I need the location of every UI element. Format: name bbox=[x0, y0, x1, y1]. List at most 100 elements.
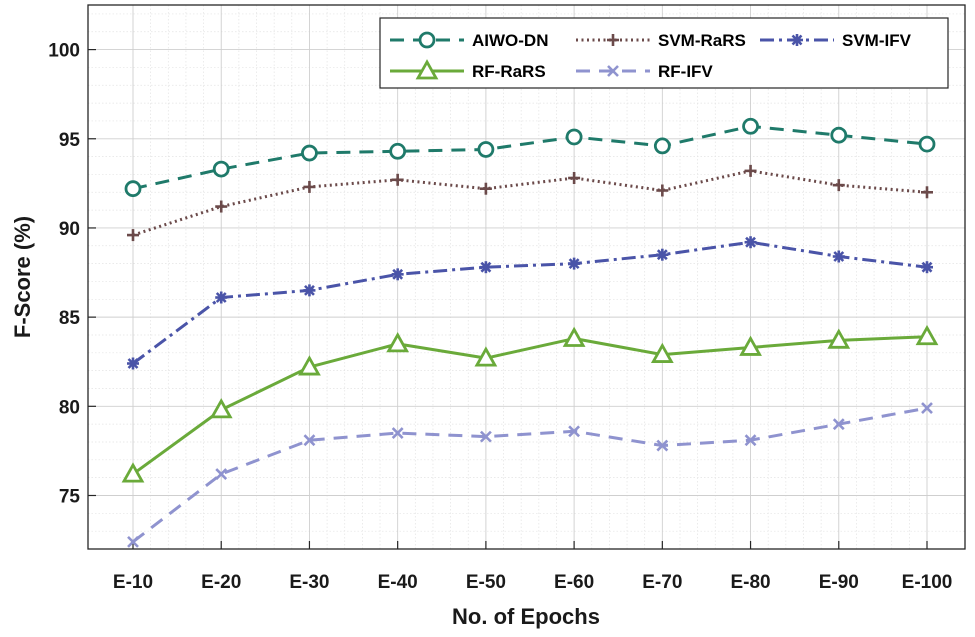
legend-label: RF-RaRS bbox=[472, 62, 546, 81]
data-point-svm-rars bbox=[568, 172, 581, 185]
data-point-svm-ifv bbox=[656, 248, 669, 261]
y-tick-label: 75 bbox=[59, 486, 81, 507]
series-line-svm-rars bbox=[132, 169, 928, 237]
data-point-aiwo-dn bbox=[389, 142, 407, 160]
data-point-rf-ifv bbox=[832, 418, 845, 431]
y-tick-label: 80 bbox=[59, 397, 80, 418]
data-point-rf-ifv bbox=[656, 439, 669, 452]
data-point-svm-rars bbox=[921, 186, 933, 199]
plot-background bbox=[88, 5, 965, 549]
y-tick-label: 90 bbox=[59, 219, 80, 240]
data-point-rf-rars bbox=[562, 326, 586, 347]
series-line-svm-ifv bbox=[132, 240, 928, 365]
data-point-aiwo-dn bbox=[212, 160, 230, 178]
legend-item-rf-rars: RF-RaRS bbox=[390, 59, 546, 81]
series-line-aiwo-dn bbox=[132, 124, 928, 191]
series-lines bbox=[121, 117, 939, 548]
data-point-svm-rars bbox=[479, 182, 492, 195]
data-point-rf-ifv bbox=[921, 402, 933, 415]
y-tick-label: 100 bbox=[48, 41, 80, 62]
y-tick-label: 95 bbox=[59, 130, 81, 151]
y-axis-label: F-Score (%) bbox=[10, 216, 35, 338]
data-point-rf-rars bbox=[650, 342, 674, 363]
legend-marker-aiwo-dn bbox=[418, 31, 436, 49]
x-tick-label: E-80 bbox=[730, 572, 770, 593]
data-point-aiwo-dn bbox=[565, 128, 583, 146]
data-point-rf-rars bbox=[386, 332, 410, 353]
series-rf-ifv bbox=[127, 402, 933, 548]
data-point-rf-ifv bbox=[303, 434, 316, 447]
data-point-svm-rars bbox=[744, 164, 757, 177]
data-point-rf-rars bbox=[209, 398, 233, 419]
data-point-svm-rars bbox=[656, 184, 669, 197]
data-point-svm-ifv bbox=[391, 268, 404, 281]
data-point-rf-ifv bbox=[568, 425, 581, 438]
x-tick-label: E-70 bbox=[642, 572, 682, 593]
x-tick-label: E-40 bbox=[378, 572, 418, 593]
data-point-aiwo-dn bbox=[124, 180, 142, 198]
data-point-rf-rars bbox=[121, 462, 145, 483]
data-point-rf-ifv bbox=[127, 535, 139, 548]
data-point-svm-ifv bbox=[479, 261, 492, 274]
data-point-svm-ifv bbox=[127, 357, 139, 370]
legend-label: SVM-RaRS bbox=[658, 31, 746, 50]
legend-marker-svm-ifv bbox=[791, 34, 803, 46]
series-svm-ifv bbox=[127, 236, 933, 370]
data-point-svm-rars bbox=[303, 180, 316, 193]
series-svm-rars bbox=[127, 164, 933, 242]
data-point-rf-rars bbox=[739, 335, 762, 356]
data-point-svm-rars bbox=[832, 179, 845, 192]
x-axis-ticks: E-10 E-20 E-30 E-40 E-50 E-60 E-70 E-80 E-90 E-10… bbox=[113, 541, 952, 593]
data-point-svm-ifv bbox=[744, 236, 757, 249]
x-tick-label: E-90 bbox=[819, 572, 859, 593]
data-point-aiwo-dn bbox=[301, 144, 318, 162]
data-point-rf-rars bbox=[298, 355, 321, 376]
legend-item-svm-ifv: SVM-IFV bbox=[760, 31, 912, 50]
x-tick-label: E-20 bbox=[201, 572, 241, 593]
data-point-svm-rars bbox=[127, 229, 139, 242]
legend-marker-rf-ifv bbox=[607, 65, 619, 77]
data-point-svm-rars bbox=[391, 173, 404, 186]
data-point-svm-ifv bbox=[921, 261, 933, 274]
data-point-rf-rars bbox=[474, 346, 498, 367]
series-aiwo-dn bbox=[124, 117, 936, 198]
y-axis-ticks: 75 80 85 90 95 100 bbox=[48, 41, 96, 507]
data-point-aiwo-dn bbox=[830, 126, 848, 144]
legend-item-svm-rars: SVM-RaRS bbox=[576, 31, 746, 50]
plot-frame bbox=[87, 4, 966, 550]
data-point-aiwo-dn bbox=[918, 135, 936, 153]
data-point-aiwo-dn bbox=[742, 117, 759, 135]
data-point-rf-rars bbox=[915, 324, 939, 346]
data-point-aiwo-dn bbox=[477, 141, 495, 158]
y-tick-label: 85 bbox=[59, 308, 81, 329]
legend-item-rf-ifv: RF-IFV bbox=[576, 62, 713, 81]
legend-box bbox=[379, 17, 949, 89]
series-line-rf-rars bbox=[132, 335, 928, 476]
data-point-aiwo-dn bbox=[653, 137, 671, 155]
data-point-rf-ifv bbox=[744, 434, 757, 447]
legend: AIWO-DN SVM-RaRS SVM-IFV RF-RaRS RF-IFV bbox=[379, 17, 949, 89]
legend-marker-rf-rars bbox=[415, 59, 439, 80]
legend-marker-svm-rars bbox=[607, 34, 619, 46]
x-tick-label: E-50 bbox=[466, 572, 506, 593]
legend-label: RF-IFV bbox=[658, 62, 713, 81]
data-point-svm-ifv bbox=[215, 291, 228, 304]
legend-item-aiwo-dn: AIWO-DN bbox=[390, 31, 548, 50]
x-axis-label: No. of Epochs bbox=[452, 604, 600, 629]
x-tick-label: E-10 bbox=[113, 572, 153, 593]
data-point-svm-ifv bbox=[303, 284, 316, 297]
data-point-rf-ifv bbox=[391, 427, 404, 439]
x-tick-label: E-30 bbox=[289, 572, 329, 593]
data-point-svm-rars bbox=[215, 200, 228, 213]
x-tick-label: E-60 bbox=[554, 572, 594, 593]
data-point-svm-ifv bbox=[568, 257, 581, 270]
series-line-rf-ifv bbox=[132, 406, 928, 544]
series-rf-rars bbox=[121, 324, 939, 483]
data-point-rf-ifv bbox=[215, 468, 228, 481]
legend-label: SVM-IFV bbox=[842, 31, 912, 50]
data-point-rf-ifv bbox=[479, 430, 492, 443]
data-point-rf-rars bbox=[827, 328, 851, 349]
x-tick-label: E-100 bbox=[902, 572, 953, 593]
data-point-svm-ifv bbox=[832, 250, 845, 263]
